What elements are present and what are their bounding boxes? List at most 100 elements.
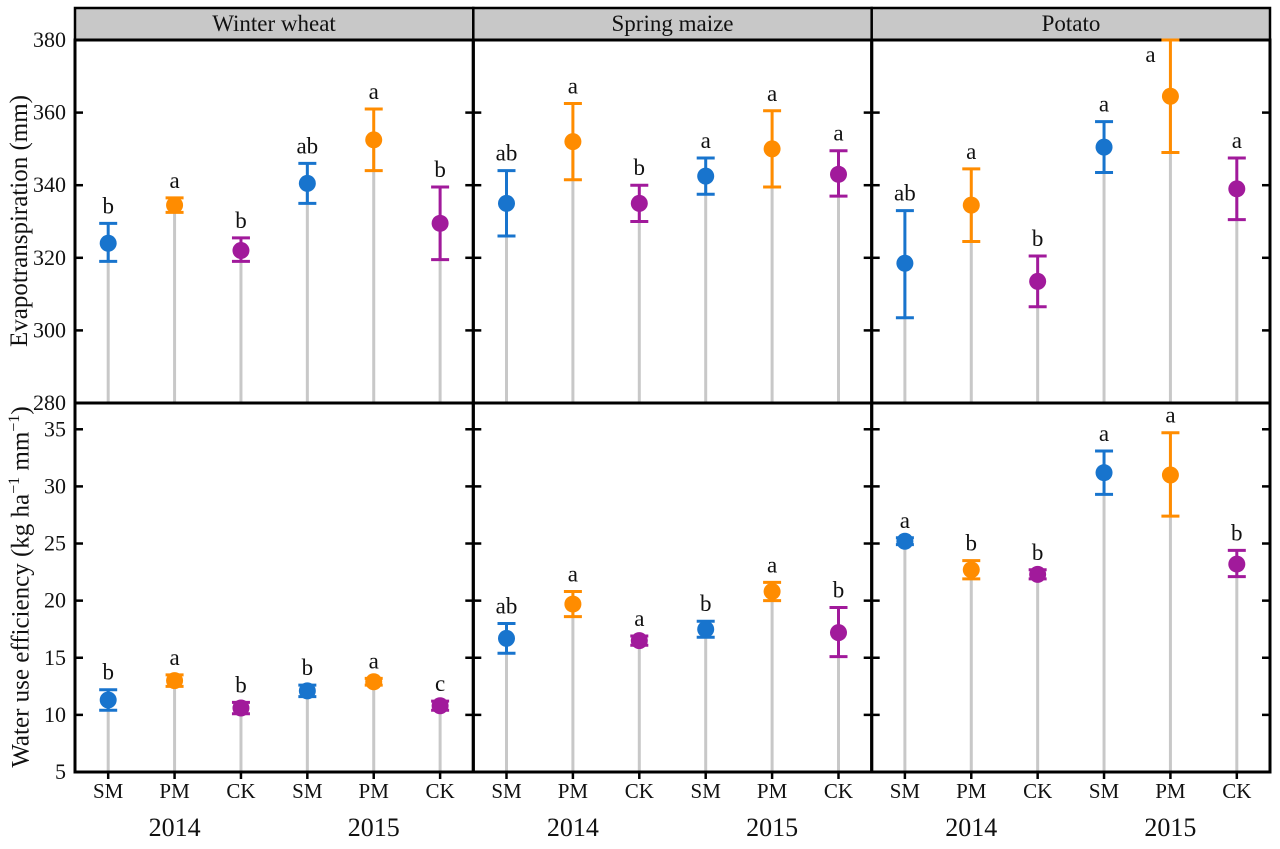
panel-border: [73, 38, 475, 405]
wue-label-sup: −1: [6, 476, 23, 494]
marker-PM-2014: [564, 595, 582, 613]
marker-PM-2015: [1161, 466, 1179, 484]
y-tick-label: 15: [44, 645, 66, 670]
x-tick-label: PM: [159, 779, 190, 803]
marker-SM-2014: [896, 532, 914, 550]
sig-letter: b: [434, 157, 446, 182]
sig-letter: a: [634, 606, 644, 631]
x-tick-label: SM: [691, 779, 722, 803]
sig-letter: c: [435, 671, 445, 696]
panel-border: [471, 38, 874, 405]
panel-potato-row1: [903, 472, 1239, 772]
wue-label-part: mm: [7, 431, 35, 477]
y-tick-label: 5: [55, 759, 66, 784]
marker-CK-2015: [830, 165, 847, 183]
sig-letter: b: [833, 577, 845, 602]
y-tick-label: 25: [44, 531, 66, 556]
sig-letter: a: [169, 645, 179, 670]
y-axis-label-water-use-efficiency: Water use efficiency (kg ha−1 mm−1): [6, 406, 35, 767]
year-label: 2015: [746, 813, 798, 842]
marker-PM-2014: [166, 672, 184, 690]
panel-border: [870, 401, 1272, 774]
panel-header: [73, 6, 475, 42]
x-tick-label: CK: [426, 779, 455, 803]
marker-SM-2014: [896, 254, 914, 272]
x-tick-label: CK: [226, 779, 255, 803]
marker-SM-2014: [498, 194, 515, 212]
sig-letter: b: [700, 591, 712, 616]
sig-letter: b: [1231, 520, 1243, 545]
panel-spring-maize-row0: [505, 141, 840, 403]
x-tick-label: PM: [359, 779, 390, 803]
marker-PM-2015: [763, 140, 781, 158]
sig-letter: a: [966, 139, 976, 164]
sig-letter: b: [302, 655, 314, 680]
marker-CK-2015: [1228, 180, 1246, 198]
y-axis-label-evapotranspiration: Evapotranspiration (mm): [6, 95, 34, 347]
x-tick-label: SM: [1089, 779, 1120, 803]
sig-letter: ab: [496, 141, 518, 166]
x-tick-label: SM: [93, 779, 124, 803]
sig-letter: a: [568, 561, 578, 586]
marker-PM-2014: [564, 133, 582, 151]
y-axis-label-text: Evapotranspiration (mm): [6, 94, 33, 348]
sig-letter: b: [102, 660, 114, 685]
wue-label-part: Water use efficiency (kg ha: [7, 493, 35, 768]
marker-PM-2015: [365, 131, 383, 149]
marker-PM-2015: [1161, 87, 1179, 105]
marker-SM-2015: [298, 174, 316, 192]
x-tick-label: CK: [1023, 779, 1052, 803]
panel-border: [73, 401, 475, 774]
marker-SM-2014: [99, 234, 117, 252]
sig-letter: a: [900, 508, 910, 533]
year-label: 2014: [547, 813, 599, 842]
x-tick-label: SM: [491, 779, 522, 803]
x-tick-label: PM: [1155, 779, 1186, 803]
marker-CK-2015: [1228, 555, 1246, 573]
sig-letter: a: [1232, 128, 1242, 153]
panel-winter-wheat-row0: [106, 139, 442, 403]
sig-letter: ab: [496, 593, 518, 618]
marker-SM-2015: [697, 167, 715, 185]
marker-PM-2014: [962, 196, 980, 214]
marker-PM-2015: [763, 582, 781, 600]
sig-letter: a: [369, 79, 379, 104]
sig-letter: b: [1032, 226, 1044, 251]
year-label: 2015: [1144, 813, 1196, 842]
marker-CK-2015: [830, 624, 847, 642]
sig-letter: b: [966, 531, 978, 556]
panel-points-potato-row1: a b b a a b: [895, 403, 1246, 583]
marker-SM-2015: [697, 620, 715, 638]
x-tick-label: PM: [558, 779, 589, 803]
panel-points-winter-wheat-row1: b a b b a c: [99, 645, 450, 717]
panel-border: [870, 38, 1272, 405]
marker-CK-2014: [232, 699, 250, 717]
marker-SM-2015: [298, 682, 316, 700]
year-label: 2014: [149, 813, 201, 842]
marker-SM-2015: [1095, 138, 1113, 156]
marker-PM-2014: [962, 561, 980, 579]
panel-spring-maize-row1: [505, 591, 840, 772]
sig-letter: b: [235, 208, 247, 233]
sig-letter: a: [169, 168, 179, 193]
y-tick-label: 280: [33, 390, 66, 415]
marker-CK-2014: [1029, 272, 1047, 290]
year-label: 2015: [348, 813, 400, 842]
panel-potato-row0: [903, 96, 1239, 403]
y-tick-label: 340: [33, 172, 66, 197]
y-tick-label: 35: [44, 416, 66, 441]
year-label: 2014: [945, 813, 997, 842]
marker-CK-2014: [232, 242, 250, 260]
y-tick-label: 360: [33, 100, 66, 125]
marker-CK-2015: [431, 697, 449, 715]
y-tick-label: 300: [33, 317, 66, 342]
panel-border: [471, 401, 874, 774]
marker-CK-2014: [630, 632, 648, 650]
marker-CK-2015: [431, 214, 449, 232]
